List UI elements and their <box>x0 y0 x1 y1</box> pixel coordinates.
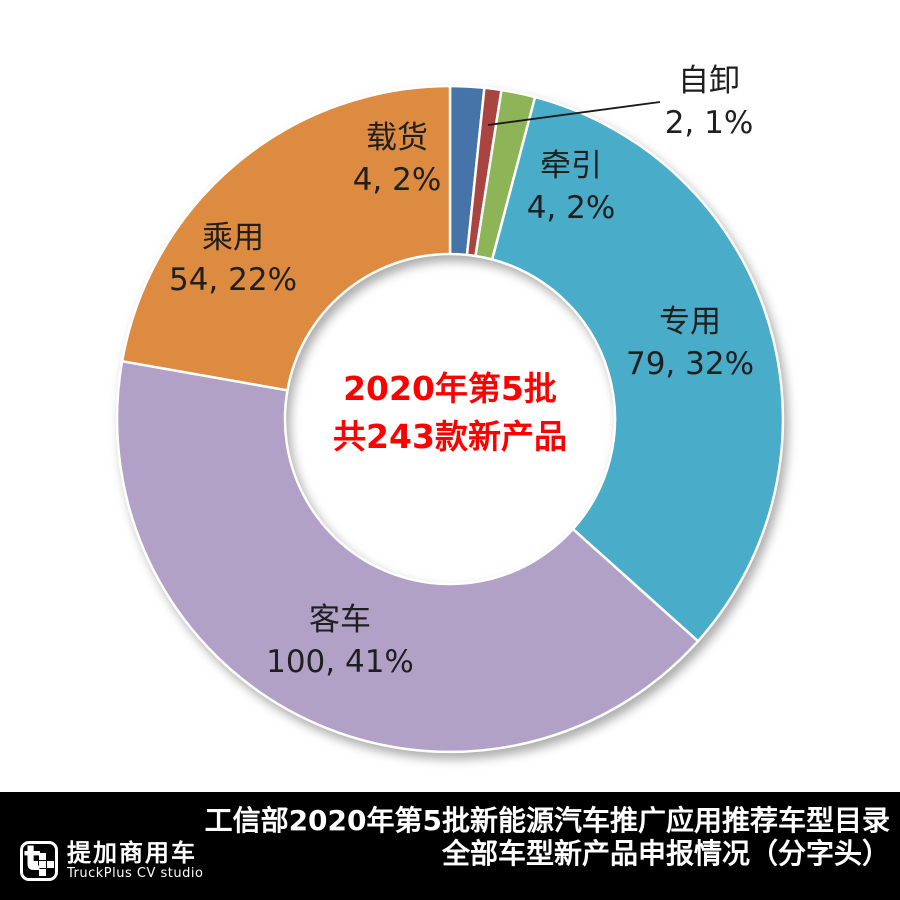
donut-center-label: 2020年第5批 共243款新产品 <box>333 365 567 461</box>
truckplus-logo: t 提加商用车 TruckPlus CV studio <box>20 838 203 881</box>
center-label-line1: 2020年第5批 <box>343 369 557 408</box>
slice-label-载货: 载货 4, 2% <box>353 117 442 201</box>
slice-label-客车: 客车 100, 41% <box>266 599 414 683</box>
pie-slice-乘用 <box>120 84 452 392</box>
pie-slice-专用 <box>490 95 785 643</box>
footer-title-line2: 全部车型新产品申报情况（分字头） <box>441 837 890 870</box>
slice-label-value: 2, 1% <box>664 105 754 141</box>
slice-label-牵引: 牵引 4, 2% <box>527 145 616 229</box>
center-label-line2: 共243款新产品 <box>333 417 567 456</box>
callout-line-自卸 <box>487 101 661 126</box>
slice-label-value: 100, 41% <box>266 644 414 680</box>
slice-label-value: 4, 2% <box>526 190 616 226</box>
pie-slice-客车 <box>115 359 700 754</box>
logo-text: 提加商用车 TruckPlus CV studio <box>67 840 203 881</box>
slice-label-category: 自卸 <box>678 63 740 99</box>
slice-label-category: 载货 <box>366 120 428 156</box>
slice-label-value: 4, 2% <box>352 162 442 198</box>
slice-label-category: 乘用 <box>202 220 264 256</box>
footer-title: 工信部2020年第5批新能源汽车推广应用推荐车型目录 全部车型新产品申报情况（分… <box>205 804 890 870</box>
footer-title-line1: 工信部2020年第5批新能源汽车推广应用推荐车型目录 <box>204 804 890 837</box>
slice-label-category: 牵引 <box>540 148 602 184</box>
slice-label-乘用: 乘用 54, 22% <box>169 217 297 301</box>
chart-labels: 载货 4, 2% 自卸 2, 1% 牵引 4, 2% 专用 79, 32% 客车 100, 41%… <box>169 60 754 683</box>
slice-label-自卸: 自卸 2, 1% <box>665 60 754 144</box>
slice-label-value: 79, 32% <box>625 346 755 382</box>
donut-chart <box>115 84 785 754</box>
logo-plus-icon <box>31 852 54 876</box>
logo-t-glyph: t <box>24 838 41 879</box>
slice-label-category: 专用 <box>659 304 721 340</box>
logo-name-cn: 提加商用车 <box>67 839 197 867</box>
footer-bar: t 提加商用车 TruckPlus CV studio 工信部2020年第5批新… <box>0 792 900 900</box>
slice-label-专用: 专用 79, 32% <box>626 301 754 385</box>
donut-chart-svg <box>115 84 785 754</box>
slice-label-value: 54, 22% <box>168 262 298 298</box>
truckplus-logo-icon: t <box>20 838 58 881</box>
logo-name-en: TruckPlus CV studio <box>67 866 204 881</box>
slice-label-category: 客车 <box>309 602 371 638</box>
